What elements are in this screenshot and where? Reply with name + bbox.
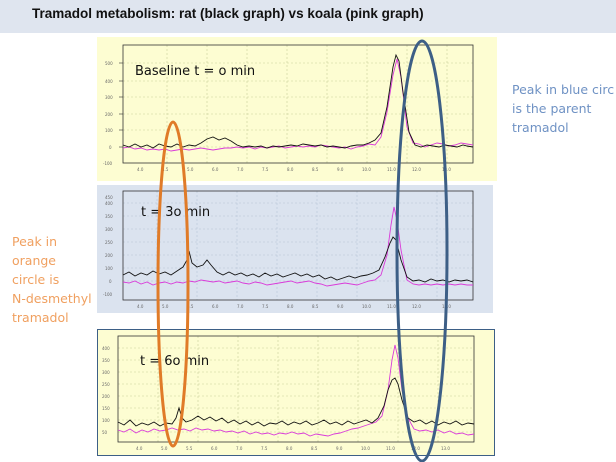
svg-text:8.5: 8.5 (311, 446, 318, 451)
svg-text:250: 250 (105, 240, 113, 245)
svg-text:12.0: 12.0 (411, 446, 420, 451)
svg-text:7.0: 7.0 (237, 167, 244, 172)
svg-text:300: 300 (105, 227, 113, 232)
svg-text:8.5: 8.5 (312, 167, 319, 172)
svg-text:11.0: 11.0 (387, 167, 396, 172)
slide-title: Tramadol metabolism: rat (black graph) v… (32, 6, 424, 21)
svg-text:4.0: 4.0 (137, 167, 144, 172)
svg-text:100: 100 (105, 128, 113, 133)
svg-text:200: 200 (105, 112, 113, 117)
svg-text:100: 100 (105, 266, 113, 271)
svg-text:8.0: 8.0 (286, 446, 293, 451)
svg-text:9.0: 9.0 (337, 167, 344, 172)
svg-text:13.0: 13.0 (441, 446, 450, 451)
svg-text:500: 500 (105, 61, 113, 66)
svg-text:-100: -100 (103, 292, 113, 297)
chromatogram-baseline: 500 400 300 200 100 0 -100 4.0 4.5 5.0 6.0 7.0 7.… (103, 44, 474, 172)
svg-text:300: 300 (102, 370, 110, 375)
svg-text:4.0: 4.0 (136, 446, 143, 451)
svg-text:11.0: 11.0 (387, 304, 396, 309)
svg-text:250: 250 (102, 382, 110, 387)
svg-text:400: 400 (102, 346, 110, 351)
parent-tramadol-annotation: Peak in blue circ is the parent tramadol (512, 82, 615, 135)
svg-text:400: 400 (105, 79, 113, 84)
svg-text:10.0: 10.0 (362, 167, 371, 172)
svg-text:6.0: 6.0 (212, 167, 219, 172)
svg-text:7.5: 7.5 (262, 167, 269, 172)
svg-text:4.0: 4.0 (137, 304, 144, 309)
panel-label-60min: t = 6o min (140, 354, 210, 369)
svg-text:5.0: 5.0 (162, 304, 169, 309)
svg-text:13.0: 13.0 (442, 167, 451, 172)
svg-text:150: 150 (102, 406, 110, 411)
svg-text:9.0: 9.0 (337, 304, 344, 309)
chart-panel-baseline: 500 400 300 200 100 0 -100 4.0 4.5 5.0 6.0 7.0 7.… (97, 37, 497, 181)
svg-text:7.5: 7.5 (261, 446, 268, 451)
svg-text:100: 100 (102, 418, 110, 423)
svg-text:5.5: 5.5 (186, 446, 193, 451)
svg-text:-100: -100 (103, 161, 113, 166)
svg-text:200: 200 (105, 253, 113, 258)
svg-text:4.5: 4.5 (162, 167, 169, 172)
svg-text:7.0: 7.0 (236, 446, 243, 451)
svg-text:8.5: 8.5 (312, 304, 319, 309)
chart-panel-60min: 400 350 300 250 200 150 100 50 4.0 5.0 5.5 6.0 7.… (97, 329, 495, 456)
svg-text:8.0: 8.0 (287, 167, 294, 172)
svg-text:450: 450 (105, 195, 113, 200)
svg-text:7.0: 7.0 (237, 304, 244, 309)
svg-text:200: 200 (102, 394, 110, 399)
panel-label-baseline: Baseline t = o min (135, 64, 256, 79)
svg-text:350: 350 (105, 214, 113, 219)
svg-text:12.0: 12.0 (412, 167, 421, 172)
svg-text:50: 50 (102, 430, 108, 435)
svg-text:12.0: 12.0 (412, 304, 421, 309)
svg-text:10.0: 10.0 (361, 446, 370, 451)
chromatogram-60min: 400 350 300 250 200 150 100 50 4.0 5.0 5.5 6.0 7.… (102, 335, 475, 451)
svg-text:11.0: 11.0 (386, 446, 395, 451)
svg-text:0: 0 (109, 145, 112, 150)
svg-text:8.0: 8.0 (287, 304, 294, 309)
svg-text:5.5: 5.5 (187, 304, 194, 309)
svg-text:6.0: 6.0 (212, 304, 219, 309)
panel-label-30min: t = 3o min (141, 205, 211, 220)
svg-text:13.0: 13.0 (442, 304, 451, 309)
svg-text:5.0: 5.0 (187, 167, 194, 172)
svg-text:300: 300 (105, 95, 113, 100)
svg-text:10.0: 10.0 (362, 304, 371, 309)
svg-text:350: 350 (102, 358, 110, 363)
svg-text:6.0: 6.0 (211, 446, 218, 451)
svg-text:0: 0 (109, 279, 112, 284)
n-desmethyl-annotation: Peak in orange circle is N-desmethyl tra… (12, 234, 92, 325)
svg-text:5.0: 5.0 (161, 446, 168, 451)
title-bar: Tramadol metabolism: rat (black graph) v… (0, 0, 616, 33)
chart-panel-30min: 450 400 350 300 250 200 100 0 -100 4.0 5.0 5.5 6.0… (97, 185, 493, 313)
svg-text:400: 400 (105, 201, 113, 206)
svg-text:9.0: 9.0 (336, 446, 343, 451)
svg-text:7.5: 7.5 (262, 304, 269, 309)
